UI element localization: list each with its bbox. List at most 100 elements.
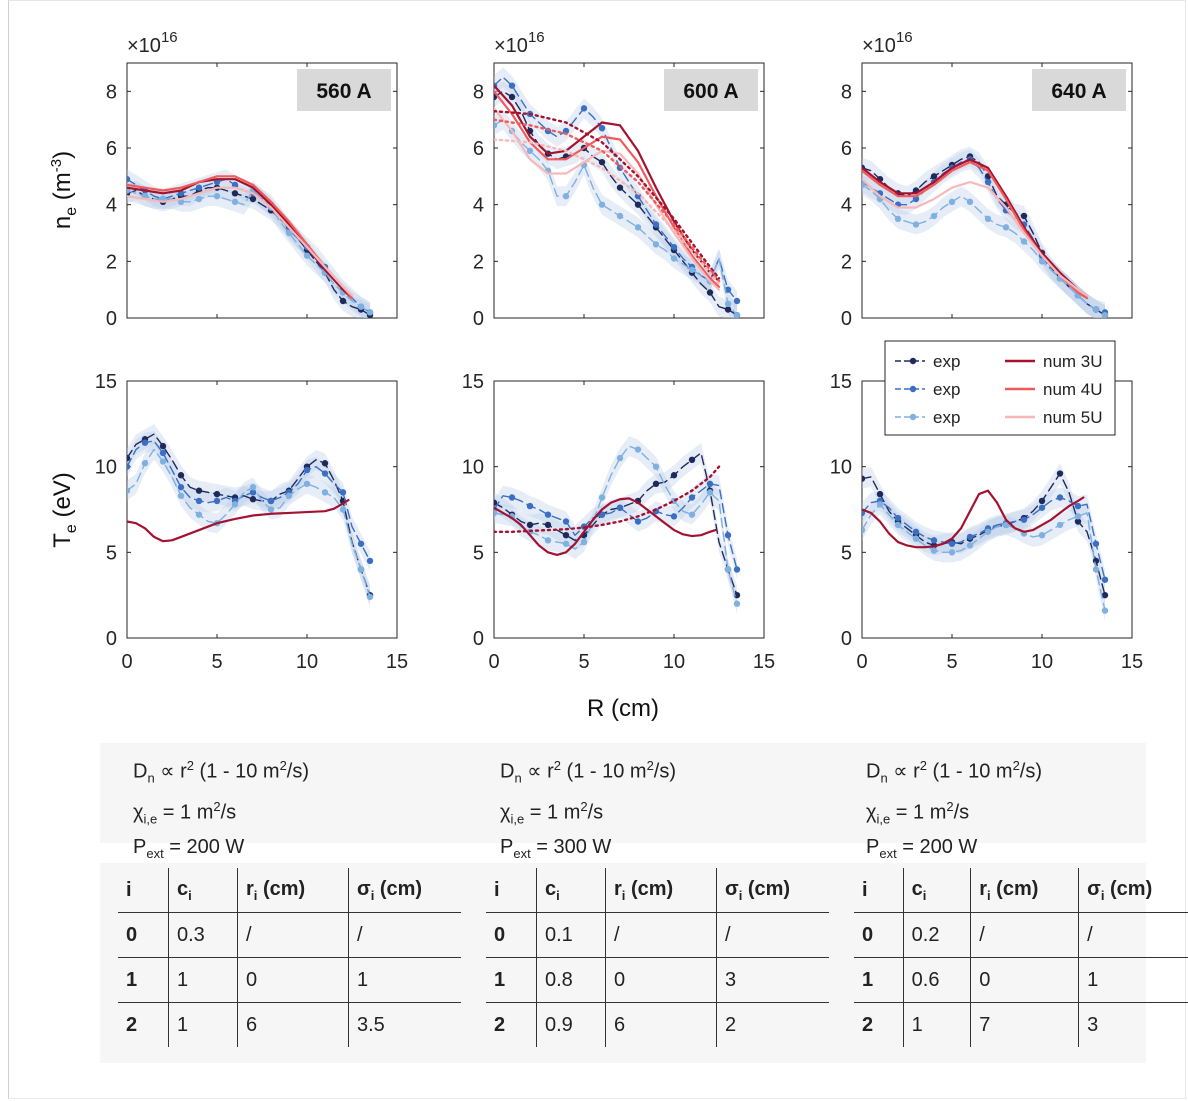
y-tick-label: 0 bbox=[841, 628, 852, 650]
data-point bbox=[1021, 238, 1027, 244]
y-tick-label: 0 bbox=[106, 628, 117, 650]
data-point bbox=[653, 463, 659, 469]
data-point bbox=[304, 467, 310, 473]
table-cell: / bbox=[606, 913, 717, 958]
y-tick-label: 4 bbox=[106, 195, 117, 217]
y-tick-label: 8 bbox=[106, 81, 117, 103]
data-point bbox=[734, 312, 740, 318]
data-point bbox=[250, 484, 256, 490]
ylabel-temperature: Te (eV) bbox=[49, 472, 80, 548]
data-point bbox=[967, 542, 973, 548]
data-point bbox=[232, 190, 238, 196]
data-point bbox=[985, 179, 991, 185]
figure-canvas: 02468 560 A×101602468 600 A×101602468 640 A… bbox=[0, 0, 1188, 740]
table-header-cell: ri (cm) bbox=[238, 868, 349, 913]
y-tick-label: 4 bbox=[473, 195, 484, 217]
data-point bbox=[985, 529, 991, 535]
table-header-cell: ri (cm) bbox=[606, 868, 717, 913]
table-cell: 2 bbox=[717, 1003, 830, 1048]
data-point bbox=[689, 267, 695, 273]
table-row: 2 1 6 3.5 bbox=[118, 1003, 461, 1048]
data-point bbox=[734, 601, 740, 607]
table-row: 0 0.1// bbox=[486, 913, 829, 958]
x-tick-label: 5 bbox=[946, 651, 957, 673]
data-point bbox=[367, 309, 373, 315]
data-point bbox=[734, 566, 740, 572]
y-tick-label: 10 bbox=[830, 457, 852, 479]
table-cell: 0 bbox=[238, 958, 349, 1003]
exponent-power: 16 bbox=[161, 29, 178, 46]
table-header-cell: ri (cm) bbox=[971, 868, 1079, 913]
legend-label: exp bbox=[933, 380, 960, 399]
data-point bbox=[358, 541, 364, 547]
data-point bbox=[178, 493, 184, 499]
data-point bbox=[124, 463, 130, 469]
table-cell: 0.3 bbox=[169, 913, 238, 958]
table-cell: 0 bbox=[854, 913, 903, 958]
params-col-640: Dn ∝ r2 (1 - 10 m2/s) χi,e = 1 m2/s Pext… bbox=[866, 752, 1042, 868]
data-point bbox=[949, 549, 955, 555]
data-point bbox=[689, 457, 695, 463]
current-badge-label: 560 A bbox=[316, 80, 371, 103]
legend-marker bbox=[910, 358, 916, 364]
data-point bbox=[340, 298, 346, 304]
data-point bbox=[913, 221, 919, 227]
coefficients-table: i ci ri (cm) σi (cm) 0 0.3//1 1 0 1 2 1 6 3.5 bbox=[118, 868, 461, 1047]
table-cell: 1 bbox=[854, 958, 903, 1003]
data-point bbox=[1039, 532, 1045, 538]
data-point bbox=[671, 244, 677, 250]
table-cell: / bbox=[971, 913, 1079, 958]
table-row: 1 0.6 0 1 bbox=[854, 958, 1188, 1003]
table-cell: / bbox=[717, 913, 830, 958]
data-point bbox=[1075, 503, 1081, 509]
data-point bbox=[1093, 541, 1099, 547]
data-point bbox=[895, 522, 901, 528]
table-row: 1101 bbox=[118, 958, 461, 1003]
diffusion-line: Dn ∝ r2 (1 - 10 m2/s) bbox=[500, 752, 676, 793]
y-tick-label: 15 bbox=[830, 371, 852, 393]
current-badge-label: 640 A bbox=[1051, 80, 1106, 103]
legend-label: num 4U bbox=[1043, 380, 1103, 399]
data-point bbox=[1057, 470, 1063, 476]
data-point bbox=[931, 537, 937, 543]
params-col-600: Dn ∝ r2 (1 - 10 m2/s) χi,e = 1 m2/s Pext… bbox=[500, 752, 676, 868]
table-cell: 6 bbox=[606, 1003, 717, 1048]
x-tick-label: 10 bbox=[1031, 651, 1053, 673]
table-header-row: i ci ri (cm) σi (cm) bbox=[854, 868, 1188, 913]
data-point bbox=[913, 535, 919, 541]
params-col-560: Dn ∝ r2 (1 - 10 m2/s) χi,e = 1 m2/s Pext… bbox=[133, 752, 309, 868]
series-group bbox=[491, 436, 740, 614]
coefficients-table: i ci ri (cm) σi (cm) 0 0.1//1 0.8 0 3 2 0.9 6 2 bbox=[486, 868, 829, 1047]
data-point bbox=[322, 470, 328, 476]
legend-label: num 3U bbox=[1043, 352, 1103, 371]
data-point bbox=[725, 566, 731, 572]
x-tick-label: 10 bbox=[296, 651, 318, 673]
data-point bbox=[358, 303, 364, 309]
data-point bbox=[949, 541, 955, 547]
x-tick-label: 15 bbox=[753, 651, 775, 673]
y-tick-label: 15 bbox=[95, 371, 117, 393]
table-cell: 1 bbox=[169, 1003, 238, 1048]
table-cell: 0.2 bbox=[903, 913, 971, 958]
legend-label: exp bbox=[933, 352, 960, 371]
data-point bbox=[1102, 577, 1108, 583]
data-point bbox=[232, 199, 238, 205]
data-point bbox=[268, 506, 274, 512]
data-point bbox=[707, 481, 713, 487]
table-header-cell: σi (cm) bbox=[349, 868, 462, 913]
ylabel-sup: -3 bbox=[48, 159, 65, 172]
series-group bbox=[124, 169, 373, 325]
data-point bbox=[949, 199, 955, 205]
data-point bbox=[617, 184, 623, 190]
data-point bbox=[895, 216, 901, 222]
data-point bbox=[581, 539, 587, 545]
series-group bbox=[859, 147, 1108, 326]
y-tick-label: 2 bbox=[841, 251, 852, 273]
table-cell: / bbox=[1079, 913, 1188, 958]
data-point bbox=[124, 455, 130, 461]
data-point bbox=[1057, 522, 1063, 528]
y-tick-label: 0 bbox=[473, 308, 484, 330]
table-row: 2 0.9 6 2 bbox=[486, 1003, 829, 1048]
table-cell: 0 bbox=[606, 958, 717, 1003]
y-tick-label: 2 bbox=[473, 251, 484, 273]
